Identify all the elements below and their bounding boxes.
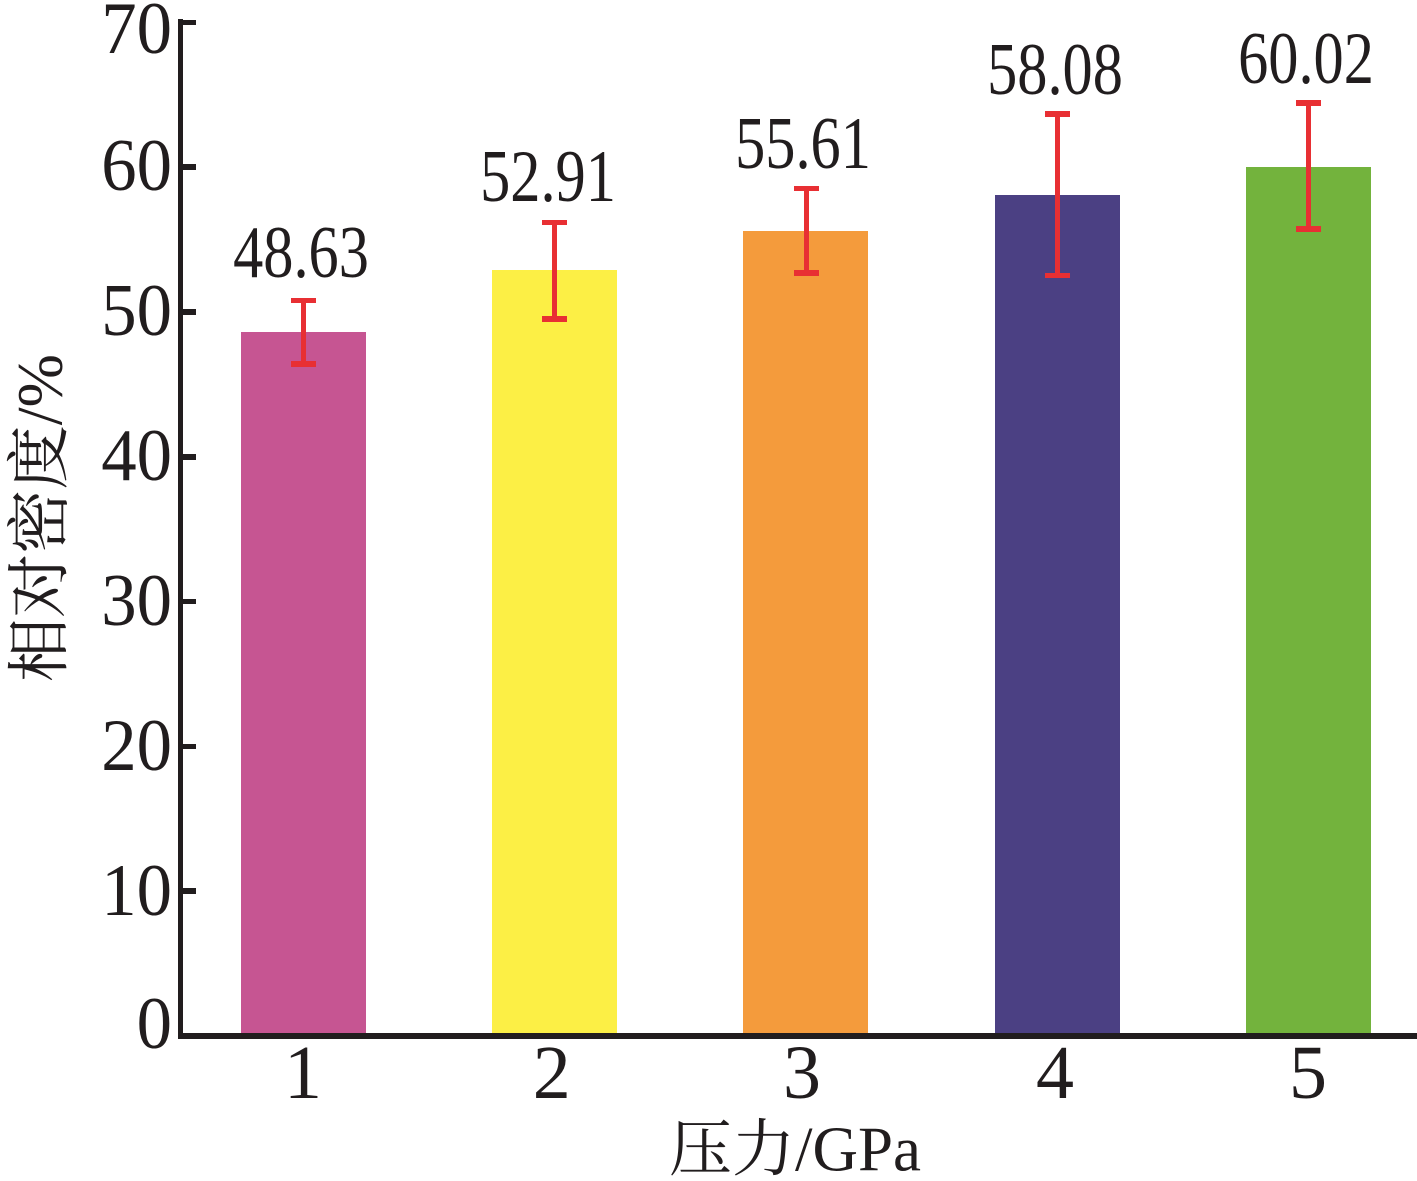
svg-text:/%: /% bbox=[4, 354, 75, 425]
svg-text:/GPa: /GPa bbox=[795, 1115, 921, 1181]
